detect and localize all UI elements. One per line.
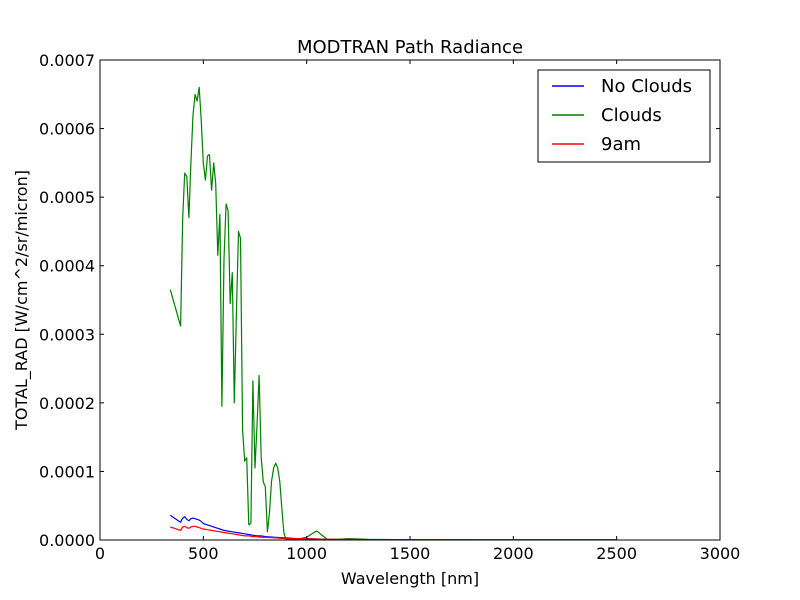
- x-tick-label: 2000: [493, 544, 534, 563]
- y-tick-label: 0.0001: [39, 462, 95, 481]
- y-axis-label: TOTAL_RAD [W/cm^2/sr/micron]: [12, 170, 32, 431]
- x-tick-label: 1500: [390, 544, 431, 563]
- y-tick-label: 0.0004: [39, 257, 95, 276]
- chart-title: MODTRAN Path Radiance: [297, 37, 523, 58]
- y-tick-label: 0.0007: [39, 51, 95, 70]
- y-tick-label: 0.0002: [39, 394, 95, 413]
- y-tick-label: 0.0006: [39, 120, 95, 139]
- x-tick-label: 3000: [700, 544, 741, 563]
- legend-label-9am: 9am: [601, 134, 641, 155]
- series-line-9am: [170, 525, 617, 541]
- y-tick-label: 0.0005: [39, 188, 95, 207]
- series-layer: [169, 86, 617, 541]
- legend-label-clouds: Clouds: [601, 105, 662, 126]
- x-tick-label: 0: [95, 544, 105, 563]
- legend: No Clouds Clouds 9am: [537, 69, 711, 163]
- x-axis-label: Wavelength [nm]: [341, 569, 479, 588]
- y-tick-label: 0.0003: [39, 325, 95, 344]
- y-tick-label: 0.0000: [39, 531, 95, 550]
- x-tick-label: 500: [188, 544, 219, 563]
- x-tick-label: 2500: [596, 544, 637, 563]
- legend-label-no-clouds: No Clouds: [601, 76, 692, 97]
- ticks-layer: 0 500 1000 1500 2000 2500 3000 0.0000 0.0001 0.00…: [39, 51, 740, 563]
- x-tick-label: 1000: [286, 544, 327, 563]
